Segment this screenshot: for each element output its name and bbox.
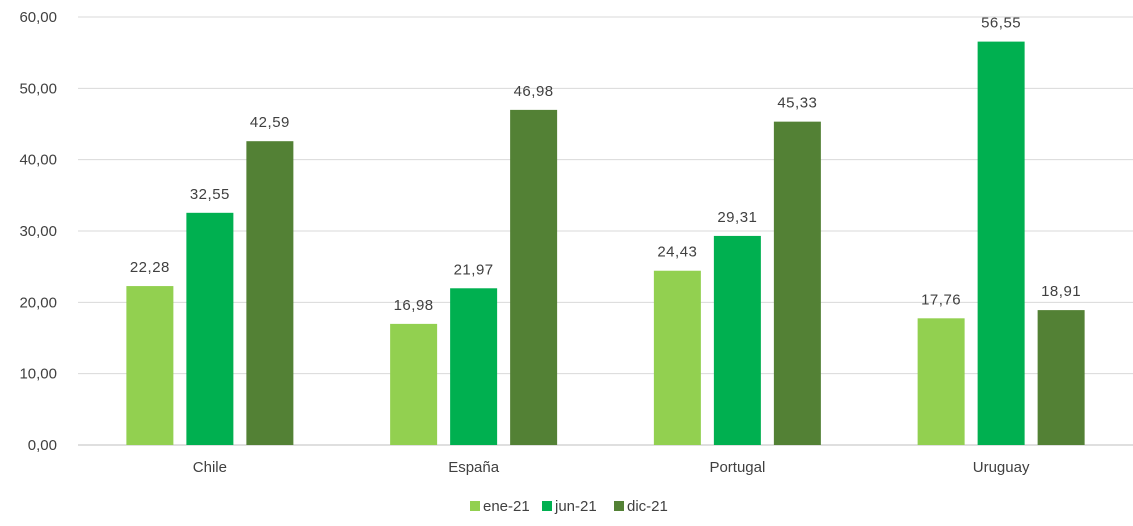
bar bbox=[186, 212, 234, 445]
x-category-label: Uruguay bbox=[973, 459, 1030, 476]
bar bbox=[510, 109, 558, 445]
bar bbox=[246, 141, 294, 445]
y-axis-tick-labels: 0,00 10,00 20,00 30,00 40,00 50,00 60,00 bbox=[19, 9, 57, 454]
data-label: 32,55 bbox=[190, 186, 230, 203]
y-tick-label: 10,00 bbox=[19, 366, 57, 383]
data-label: 46,98 bbox=[514, 83, 554, 100]
x-category-label: Chile bbox=[193, 459, 227, 476]
data-label: 42,59 bbox=[250, 114, 290, 131]
legend-swatch bbox=[542, 501, 552, 511]
data-label: 21,97 bbox=[454, 261, 494, 278]
y-tick-label: 0,00 bbox=[28, 437, 57, 454]
data-label: 45,33 bbox=[777, 95, 817, 112]
x-category-label: Portugal bbox=[709, 459, 765, 476]
data-label: 29,31 bbox=[717, 209, 757, 226]
legend: ene-21 jun-21 dic-21 bbox=[470, 498, 668, 515]
legend-swatch bbox=[614, 501, 624, 511]
legend-item: dic-21 bbox=[614, 498, 668, 515]
bar bbox=[977, 41, 1025, 446]
bar bbox=[450, 288, 498, 445]
bars bbox=[126, 41, 1085, 446]
y-tick-label: 40,00 bbox=[19, 152, 57, 169]
x-category-label: España bbox=[448, 459, 500, 476]
y-tick-label: 50,00 bbox=[19, 80, 57, 97]
bar bbox=[126, 286, 174, 445]
bar bbox=[1037, 310, 1085, 445]
data-label: 17,76 bbox=[921, 291, 961, 308]
legend-label: dic-21 bbox=[627, 498, 668, 515]
data-label: 16,98 bbox=[394, 297, 434, 314]
data-label: 22,28 bbox=[130, 259, 170, 276]
legend-item: ene-21 bbox=[470, 498, 530, 515]
legend-item: jun-21 bbox=[542, 498, 597, 515]
bar bbox=[773, 121, 821, 446]
y-tick-label: 60,00 bbox=[19, 9, 57, 26]
gridlines bbox=[78, 16, 1133, 446]
y-tick-label: 20,00 bbox=[19, 294, 57, 311]
data-label: 56,55 bbox=[981, 15, 1021, 32]
data-label: 24,43 bbox=[657, 244, 697, 261]
legend-label: ene-21 bbox=[483, 498, 530, 515]
bar bbox=[917, 318, 965, 445]
bar bbox=[390, 323, 438, 445]
data-labels: 22,28 32,55 42,59 16,98 21,97 46,98 24,43 29,31… bbox=[130, 15, 1081, 314]
legend-label: jun-21 bbox=[554, 498, 597, 515]
bar bbox=[653, 270, 701, 445]
data-label: 18,91 bbox=[1041, 283, 1081, 300]
x-axis-category-labels: Chile España Portugal Uruguay bbox=[193, 459, 1030, 476]
legend-swatch bbox=[470, 501, 480, 511]
bar bbox=[713, 235, 761, 445]
y-tick-label: 30,00 bbox=[19, 223, 57, 240]
